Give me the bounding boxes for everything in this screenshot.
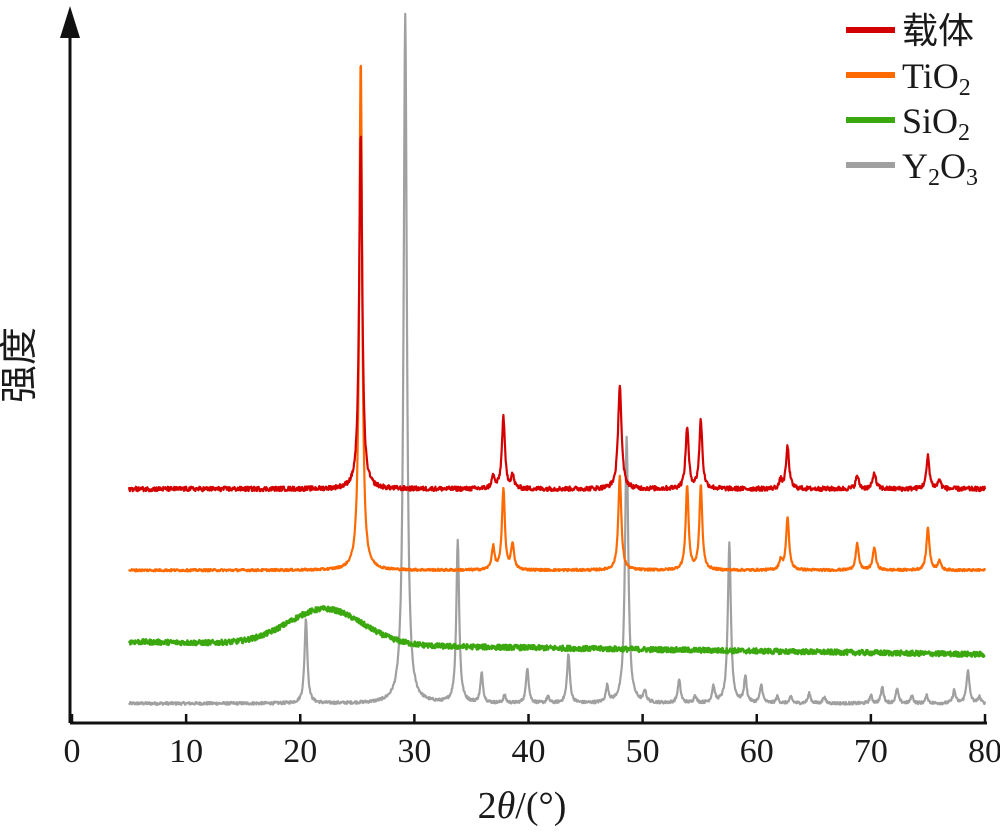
x-tick-label: 60 (740, 733, 774, 770)
x-tick-label: 30 (397, 733, 431, 770)
x-tick-label: 50 (626, 733, 660, 770)
x-axis-title: 2θ/(°) (478, 785, 567, 827)
x-ticks: 0 10 20 30 40 50 60 70 80 (64, 714, 1000, 770)
legend-label: SiO2 (902, 101, 970, 146)
y-axis-arrow (60, 6, 80, 38)
x-tick-label: 80 (968, 733, 1000, 770)
legend-label: 载体 (902, 11, 974, 51)
x-tick-label: 20 (283, 733, 317, 770)
series-line-3 (128, 12, 987, 706)
series-line-2 (127, 605, 986, 659)
x-tick-label: 70 (854, 733, 888, 770)
x-tick-label: 0 (64, 733, 81, 770)
x-tick-label: 40 (512, 733, 546, 770)
x-tick-label: 10 (169, 733, 203, 770)
plot-area (127, 12, 987, 706)
axes (60, 6, 987, 725)
series-line-1 (128, 64, 987, 573)
y-axis-title: 强度 (0, 327, 41, 403)
legend-label: TiO2 (902, 56, 971, 101)
legend-label: Y2O3 (902, 146, 978, 191)
series-line-0 (127, 135, 987, 493)
